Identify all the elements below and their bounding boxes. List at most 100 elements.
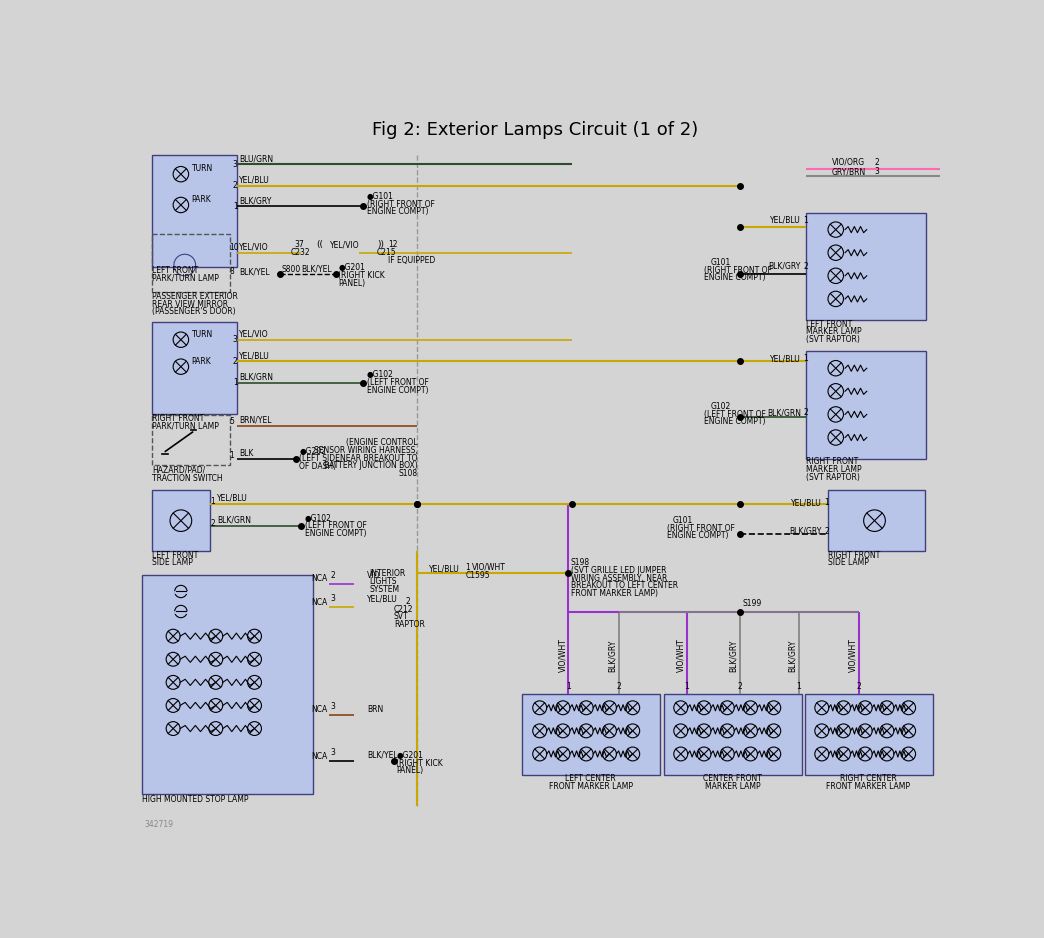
Text: PASSENGER EXTERIOR: PASSENGER EXTERIOR: [152, 292, 238, 301]
Text: RIGHT FRONT: RIGHT FRONT: [152, 414, 205, 422]
Text: 3: 3: [331, 594, 335, 603]
Text: RIGHT FRONT: RIGHT FRONT: [806, 458, 858, 466]
Text: ●G201: ●G201: [338, 264, 365, 272]
Text: YEL/BLU: YEL/BLU: [770, 355, 801, 363]
Text: ENGINE COMPT): ENGINE COMPT): [366, 386, 428, 395]
Text: 2: 2: [233, 181, 238, 190]
Text: C232: C232: [291, 248, 310, 257]
Text: BLU/GRN: BLU/GRN: [239, 154, 274, 163]
Text: 1: 1: [210, 497, 215, 506]
Text: BLK: BLK: [239, 449, 254, 458]
Text: )): )): [377, 240, 384, 250]
Text: (PASSENGER'S DOOR): (PASSENGER'S DOOR): [152, 308, 236, 316]
Text: YEL/VIO: YEL/VIO: [239, 243, 268, 251]
Text: ●G201: ●G201: [397, 750, 423, 760]
Text: SVT: SVT: [394, 613, 408, 621]
Text: G101: G101: [710, 258, 731, 267]
Text: BLK/GRN: BLK/GRN: [239, 372, 272, 382]
Text: 1: 1: [233, 378, 238, 387]
Text: C215: C215: [377, 248, 397, 257]
Text: Fig 2: Exterior Lamps Circuit (1 of 2): Fig 2: Exterior Lamps Circuit (1 of 2): [372, 120, 698, 139]
Text: YEL/BLU: YEL/BLU: [366, 595, 398, 603]
Text: HAZARD/PAD/: HAZARD/PAD/: [152, 466, 206, 475]
Text: NCA: NCA: [311, 705, 328, 715]
Text: INTERIOR: INTERIOR: [370, 569, 405, 578]
Text: 1: 1: [233, 202, 238, 211]
Text: PARK/TURN LAMP: PARK/TURN LAMP: [152, 273, 219, 282]
Text: MARKER LAMP: MARKER LAMP: [806, 465, 862, 474]
Text: (SVT RAPTOR): (SVT RAPTOR): [806, 335, 860, 344]
FancyBboxPatch shape: [142, 575, 312, 794]
Text: ((: ((: [316, 240, 324, 250]
Text: RAPTOR: RAPTOR: [394, 620, 425, 628]
Text: S198: S198: [571, 558, 590, 567]
Text: 2: 2: [803, 408, 808, 417]
Text: 1: 1: [685, 682, 689, 690]
Text: (RIGHT KICK: (RIGHT KICK: [338, 271, 385, 280]
Text: 37: 37: [294, 240, 305, 250]
Text: 2: 2: [803, 262, 808, 271]
Text: (RIGHT FRONT OF: (RIGHT FRONT OF: [366, 200, 434, 208]
Text: SYSTEM: SYSTEM: [370, 584, 399, 594]
Text: BATTERY JUNCTION BOX): BATTERY JUNCTION BOX): [324, 461, 418, 470]
Text: (LEFT FRONT OF: (LEFT FRONT OF: [704, 410, 766, 418]
Text: 342719: 342719: [144, 820, 173, 829]
Text: PANEL): PANEL): [397, 766, 424, 775]
FancyBboxPatch shape: [806, 351, 926, 459]
Text: (RIGHT FRONT OF: (RIGHT FRONT OF: [667, 523, 735, 533]
Text: 3: 3: [233, 159, 238, 169]
Text: BLK/GRY: BLK/GRY: [608, 639, 617, 672]
Text: YEL/BLU: YEL/BLU: [791, 498, 822, 507]
Text: 1: 1: [797, 682, 801, 690]
Text: 1: 1: [803, 355, 808, 363]
Text: IF EQUIPPED: IF EQUIPPED: [387, 256, 435, 265]
Text: S199: S199: [742, 599, 762, 608]
Text: LEFT FRONT: LEFT FRONT: [152, 551, 198, 560]
Text: YEL/BLU: YEL/BLU: [217, 493, 248, 503]
Text: RIGHT CENTER: RIGHT CENTER: [840, 774, 897, 783]
Text: 8: 8: [230, 267, 235, 277]
Text: 2: 2: [875, 158, 879, 167]
Text: YEL/VIO: YEL/VIO: [331, 240, 360, 250]
Text: YEL/BLU: YEL/BLU: [239, 351, 269, 360]
Text: LIGHTS: LIGHTS: [370, 577, 397, 586]
Text: BRN/YEL: BRN/YEL: [239, 416, 271, 425]
Text: ●G102: ●G102: [366, 371, 394, 380]
Text: 1: 1: [824, 498, 829, 507]
Text: 2: 2: [857, 682, 861, 690]
Text: FRONT MARKER LAMP): FRONT MARKER LAMP): [571, 589, 658, 598]
Text: 3: 3: [331, 702, 335, 711]
Text: REAR VIEW MIRROR: REAR VIEW MIRROR: [152, 299, 229, 309]
Text: MARKER LAMP: MARKER LAMP: [705, 781, 760, 791]
Text: 1: 1: [566, 682, 571, 690]
Text: (LEFT FRONT OF: (LEFT FRONT OF: [305, 522, 366, 530]
Text: SIDE LAMP: SIDE LAMP: [828, 558, 869, 567]
Text: C1595: C1595: [466, 570, 490, 580]
FancyBboxPatch shape: [805, 694, 932, 775]
Text: 3: 3: [233, 335, 238, 344]
Text: NEAR BREAKOUT TO: NEAR BREAKOUT TO: [339, 454, 418, 462]
Text: BRN: BRN: [366, 704, 383, 714]
Text: SENSOR WIRING HARNESS,: SENSOR WIRING HARNESS,: [313, 446, 418, 455]
Text: (LEFT FRONT OF: (LEFT FRONT OF: [366, 378, 429, 387]
Text: NCA: NCA: [311, 751, 328, 761]
Text: VIO/ORG: VIO/ORG: [832, 158, 865, 167]
Text: 2: 2: [824, 527, 829, 536]
FancyBboxPatch shape: [152, 322, 237, 415]
Text: VIO/WHT: VIO/WHT: [677, 639, 685, 673]
Text: VIO: VIO: [366, 571, 380, 581]
FancyBboxPatch shape: [806, 213, 926, 321]
Text: RIGHT FRONT: RIGHT FRONT: [828, 551, 880, 560]
Text: ENGINE COMPT): ENGINE COMPT): [704, 417, 765, 427]
Text: PARK: PARK: [192, 195, 212, 204]
Text: 10: 10: [230, 243, 239, 251]
Text: FRONT MARKER LAMP: FRONT MARKER LAMP: [549, 781, 633, 791]
Text: LEFT CENTER: LEFT CENTER: [566, 774, 616, 783]
Text: BLK/YEL: BLK/YEL: [366, 750, 398, 760]
Text: 3: 3: [875, 167, 879, 176]
Text: YEL/BLU: YEL/BLU: [239, 175, 269, 185]
Text: 12: 12: [387, 240, 398, 250]
Text: BLK/GRY: BLK/GRY: [729, 639, 738, 672]
Text: S108: S108: [398, 469, 418, 478]
Text: ●G102: ●G102: [305, 514, 332, 522]
